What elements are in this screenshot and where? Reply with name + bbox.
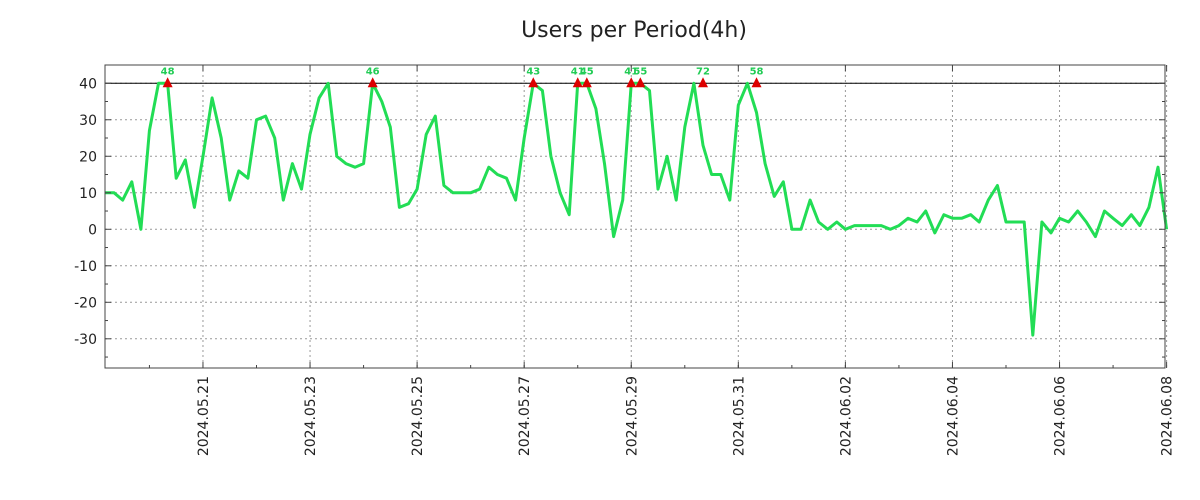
x-tick-label: 2024.05.27: [517, 376, 533, 456]
y-tick-label: 10: [79, 186, 97, 202]
y-tick-label: 30: [79, 113, 97, 129]
peak-label: 45: [580, 66, 594, 77]
chart-title: Users per Period(4h): [521, 18, 747, 43]
x-tick-label: 2024.06.08: [1160, 376, 1176, 456]
plot-frame: [104, 64, 1166, 369]
peak-marker: [697, 77, 708, 88]
peak-marker: [581, 77, 592, 88]
y-tick-label: -30: [74, 332, 97, 348]
peak-marker: [751, 77, 762, 88]
x-tick-label: 2024.05.23: [303, 376, 319, 456]
peak-label: 48: [161, 66, 175, 77]
y-tick-label: 0: [88, 222, 97, 238]
grid: [105, 65, 1168, 368]
peak-marker: [572, 77, 583, 88]
peak-marker: [367, 77, 378, 88]
peak-label: 41: [624, 66, 638, 77]
peak-label: 43: [526, 66, 540, 77]
y-axis-ticks: 40 30 20 10 0 -10 -20 -30: [74, 64, 1165, 358]
peak-label: 72: [696, 66, 710, 77]
x-tick-label: 2024.06.06: [1053, 376, 1069, 456]
x-tick-label: 2024.05.21: [196, 376, 212, 456]
peak-label: 55: [633, 66, 647, 77]
x-tick-label: 2024.05.25: [410, 376, 426, 456]
peak-marker: [635, 77, 646, 88]
peak-marker: [162, 77, 173, 88]
x-tick-label: 2024.05.31: [731, 376, 747, 456]
x-tick-label: 2024.05.29: [624, 376, 640, 456]
y-tick-label: 40: [79, 76, 97, 92]
series-line-users: [105, 81, 1169, 337]
y-tick-label: -10: [74, 259, 97, 275]
peak-label: 46: [366, 66, 380, 77]
peak-marker: [528, 77, 539, 88]
peak-label: 41: [571, 66, 585, 77]
y-tick-label: 20: [79, 149, 97, 165]
peak-marker: [626, 77, 637, 88]
x-tick-label: 2024.06.02: [838, 376, 854, 456]
y-tick-label: -20: [74, 295, 97, 311]
series: [105, 81, 1169, 337]
peak-label: 58: [750, 66, 764, 77]
x-axis-ticks: 2024.05.21 2024.05.23 2024.05.25 2024.05.27…: [148, 65, 1176, 456]
x-tick-label: 2024.06.04: [945, 376, 961, 456]
